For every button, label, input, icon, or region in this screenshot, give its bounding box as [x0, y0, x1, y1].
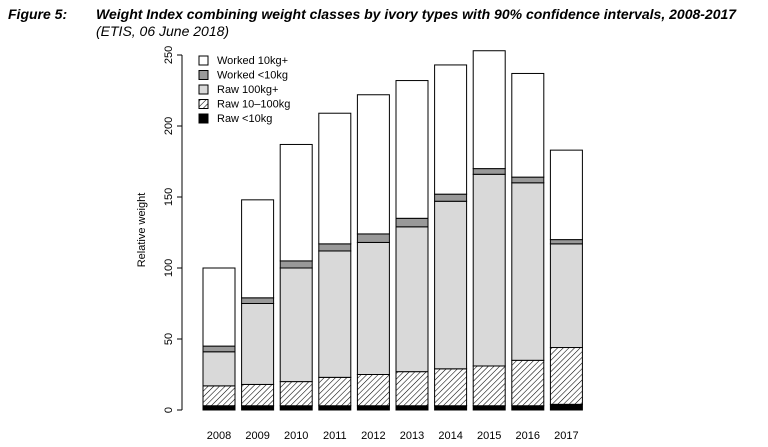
bar-segment-worked-10kg: [279, 143, 313, 262]
bar-stack-2008: [202, 267, 236, 411]
x-tick-labels: 2008 2009 2010 2011 2012 2013 2014 2015 2016 2017: [207, 430, 579, 442]
bar-segment-raw-10kg: [434, 405, 468, 411]
x-tick-label: 2012: [361, 430, 385, 442]
chart-title: Weight Index combining weight classes by…: [96, 6, 737, 22]
bar-segment-raw-100kg: [549, 243, 583, 349]
bar-segment-raw-10-100kg: [241, 383, 275, 407]
bar-segment-worked-10kg: [549, 239, 583, 245]
legend-label: Worked <10kg: [217, 70, 288, 82]
x-tick-label: 2011: [323, 430, 347, 442]
bar-segment-raw-10-100kg: [356, 374, 390, 407]
bar-stack-2010: [279, 143, 313, 411]
bar-stack-2011: [318, 112, 352, 411]
bar-segment-worked-10kg: [434, 64, 468, 195]
bar-segment-worked-10kg: [356, 94, 390, 235]
bar-segment-raw-100kg: [241, 303, 275, 385]
bar-segment-worked-10kg: [511, 72, 545, 178]
legend-swatch-worked-10kg: [198, 55, 209, 66]
y-tick-label: 150: [163, 188, 175, 206]
bar-segment-raw-10-100kg: [279, 381, 313, 407]
x-tick-label: 2009: [245, 430, 269, 442]
x-tick-label: 2013: [400, 430, 424, 442]
legend-swatch-raw-100kg: [198, 84, 209, 95]
bar-segment-raw-100kg: [318, 250, 352, 378]
bar-segment-worked-10kg: [549, 149, 583, 241]
bar-segment-worked-10kg: [511, 176, 545, 184]
bar-segment-raw-10kg: [472, 405, 506, 411]
bar-segment-worked-10kg: [395, 80, 429, 219]
bar-segment-raw-10kg: [202, 405, 236, 411]
legend-swatch-raw-10-100kg: [198, 99, 209, 109]
bar-segment-worked-10kg: [241, 199, 275, 299]
bar-segment-worked-10kg: [395, 217, 429, 228]
bar-segment-raw-100kg: [202, 351, 236, 387]
y-tick-label: 0: [163, 407, 175, 413]
y-tick-label: 200: [163, 117, 175, 135]
bar-segment-worked-10kg: [318, 112, 352, 245]
bar-stack-2016: [511, 72, 545, 411]
legend: Worked 10kg+ Worked <10kg Raw 100kg+ Raw 10…: [198, 55, 290, 125]
bar-segment-worked-10kg: [472, 50, 506, 170]
bar-segment-worked-10kg: [356, 233, 390, 243]
bar-segment-worked-10kg: [318, 243, 352, 252]
bar-segment-raw-10-100kg: [472, 365, 506, 407]
bar-segment-raw-10-100kg: [318, 376, 352, 407]
bar-segment-worked-10kg: [202, 345, 236, 353]
y-axis-label: Relative weight: [136, 193, 148, 268]
bar-segment-raw-10-100kg: [511, 359, 545, 407]
y-tick-label: 50: [163, 333, 175, 345]
bar-segment-raw-10-100kg: [395, 371, 429, 407]
bar-segment-raw-100kg: [279, 267, 313, 383]
legend-label: Worked 10kg+: [217, 55, 288, 67]
bar-segment-raw-10-100kg: [434, 368, 468, 407]
bar-stack-2015: [472, 50, 506, 411]
bar-segment-raw-10kg: [356, 405, 390, 411]
bar-segment-worked-10kg: [472, 168, 506, 175]
bar-stack-2014: [434, 64, 468, 411]
bar-segment-worked-10kg: [241, 297, 275, 305]
bar-segment-raw-10kg: [279, 405, 313, 411]
bar-segment-worked-10kg: [202, 267, 236, 347]
bar-stack-2012: [356, 94, 390, 411]
bar-segment-raw-10kg: [241, 405, 275, 411]
bar-segment-raw-100kg: [434, 200, 468, 370]
bar-segment-raw-100kg: [356, 241, 390, 375]
bar-segment-raw-10-100kg: [549, 347, 583, 405]
chart-subtitle: (ETIS, 06 June 2018): [96, 23, 230, 39]
x-tick-label: 2015: [477, 430, 501, 442]
legend-swatch-raw-10kg: [198, 113, 209, 124]
bar-stack-2013: [395, 80, 429, 411]
x-tick-label: 2017: [554, 430, 578, 442]
bar-segment-raw-100kg: [472, 173, 506, 367]
y-axis: 0 50 100 150 200 250: [163, 46, 183, 413]
x-tick-label: 2008: [207, 430, 231, 442]
bar-stack-2017: [549, 149, 583, 411]
bar-segment-raw-100kg: [395, 226, 429, 373]
bar-stack-2009: [241, 199, 275, 411]
y-tick-label: 250: [163, 46, 175, 64]
bar-segment-worked-10kg: [279, 260, 313, 269]
legend-label: Raw 100kg+: [217, 84, 278, 96]
bars: [202, 50, 583, 411]
bar-segment-raw-10kg: [395, 405, 429, 411]
y-tick-label: 100: [163, 259, 175, 277]
legend-label: Raw <10kg: [217, 113, 272, 125]
legend-label: Raw 10–100kg: [217, 99, 290, 111]
bar-segment-raw-100kg: [511, 182, 545, 361]
bar-segment-raw-10kg: [549, 403, 583, 411]
figure-label: Figure 5:: [8, 6, 68, 22]
x-tick-label: 2014: [438, 430, 462, 442]
bar-segment-worked-10kg: [434, 193, 468, 202]
bar-segment-raw-10-100kg: [202, 385, 236, 407]
bar-segment-raw-10kg: [511, 405, 545, 411]
legend-swatch-worked-10kg: [198, 70, 209, 80]
x-tick-label: 2016: [516, 430, 540, 442]
figure-caption: Weight Index combining weight classes by…: [96, 6, 758, 40]
bar-segment-raw-10kg: [318, 405, 352, 411]
x-tick-label: 2010: [284, 430, 308, 442]
